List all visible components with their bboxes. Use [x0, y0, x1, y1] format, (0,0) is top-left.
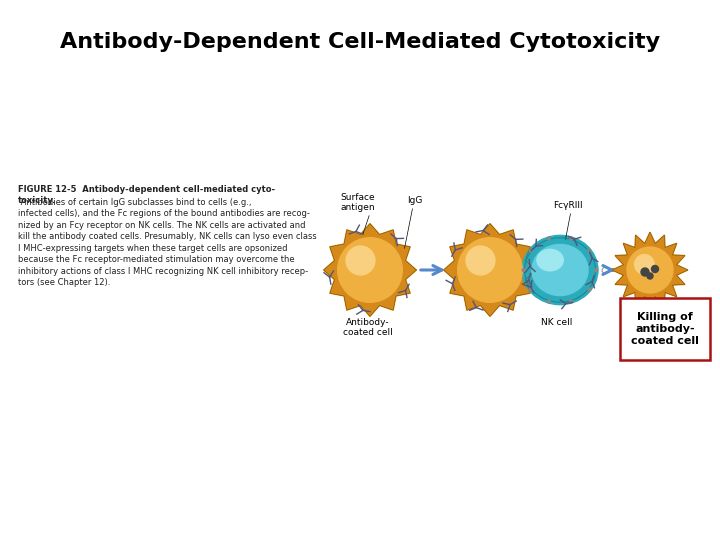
Circle shape [588, 249, 591, 252]
Circle shape [458, 238, 522, 302]
Text: FIGURE 12-5  Antibody-dependent cell-mediated cyto-
toxicity.: FIGURE 12-5 Antibody-dependent cell-medi… [18, 185, 275, 205]
Text: Antibodies of certain IgG subclasses bind to cells (e.g.,
infected cells), and t: Antibodies of certain IgG subclasses bin… [18, 198, 317, 287]
Circle shape [570, 300, 572, 303]
Text: Antibody-
coated cell: Antibody- coated cell [343, 318, 393, 338]
Polygon shape [444, 224, 536, 316]
Bar [620, 298, 710, 360]
Circle shape [595, 268, 598, 272]
Circle shape [652, 266, 659, 273]
Text: Killing of
antibody-
coated cell: Killing of antibody- coated cell [631, 312, 699, 346]
Text: IgG: IgG [408, 196, 423, 205]
Circle shape [547, 300, 550, 303]
Text: NK cell: NK cell [541, 318, 572, 327]
Ellipse shape [537, 249, 563, 271]
Circle shape [522, 268, 525, 272]
Circle shape [641, 268, 649, 276]
Text: Antibody-Dependent Cell-Mediated Cytotoxicity: Antibody-Dependent Cell-Mediated Cytotox… [60, 32, 660, 52]
Circle shape [338, 238, 402, 302]
Polygon shape [324, 224, 416, 316]
Circle shape [547, 237, 550, 240]
Circle shape [588, 288, 591, 291]
Circle shape [346, 246, 375, 275]
Text: c: c [601, 265, 607, 275]
Circle shape [647, 273, 653, 279]
Circle shape [529, 249, 532, 252]
Ellipse shape [532, 245, 588, 295]
Ellipse shape [522, 235, 598, 305]
Circle shape [466, 246, 495, 275]
Circle shape [529, 288, 532, 291]
Text: Surface
antigen: Surface antigen [341, 193, 375, 212]
Text: FcγRIII: FcγRIII [553, 201, 582, 210]
Circle shape [627, 247, 673, 293]
Circle shape [634, 254, 654, 274]
Polygon shape [612, 232, 688, 308]
Circle shape [570, 237, 572, 240]
